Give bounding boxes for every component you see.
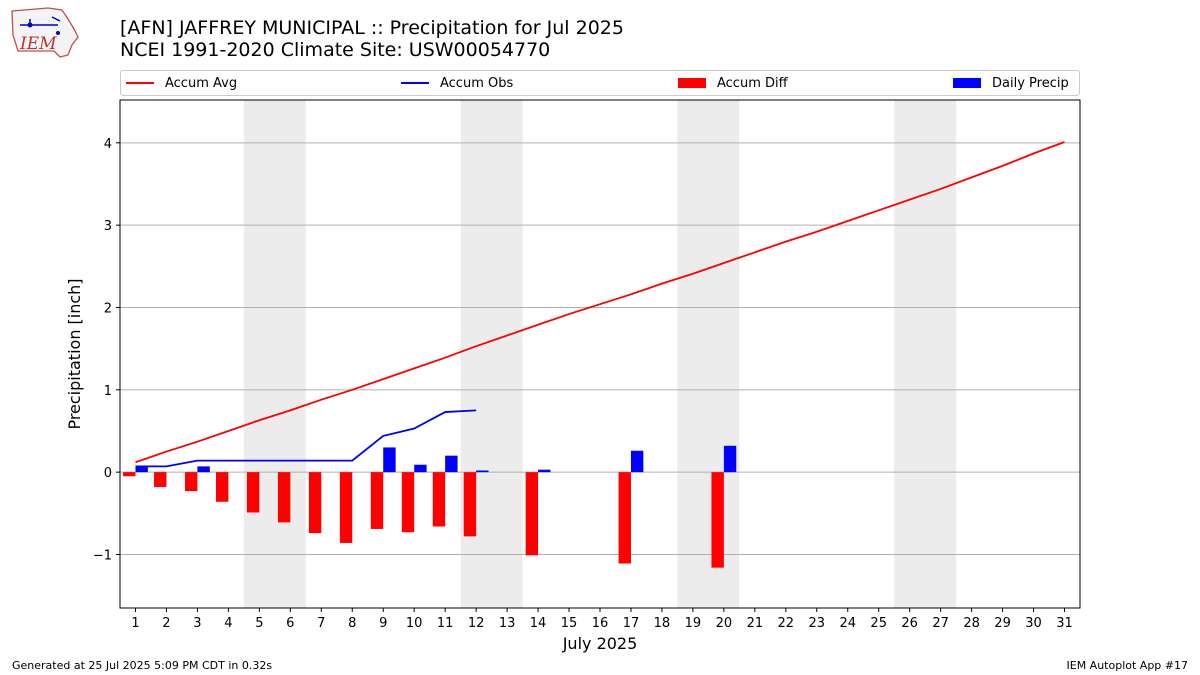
x-tick-label: 17	[623, 616, 640, 631]
chart-title: [AFN] JAFFREY MUNICIPAL :: Precipitation…	[120, 17, 624, 39]
y-tick-label: 2	[104, 301, 112, 316]
legend-label: Daily Precip	[992, 75, 1069, 91]
y-tick-label: 1	[104, 384, 112, 399]
accum-diff-bar	[618, 472, 631, 564]
x-tick-label: 8	[348, 616, 356, 631]
x-tick-label: 24	[839, 616, 856, 631]
y-axis-label: Precipitation [inch]	[65, 278, 84, 429]
accum-diff-bar	[277, 472, 291, 523]
legend-swatch	[678, 78, 706, 88]
accum-diff-bar	[525, 472, 539, 556]
daily-precip-bar	[723, 445, 737, 473]
accum-diff-bar	[246, 472, 260, 513]
accum-diff-bar	[432, 472, 446, 527]
legend-swatch	[401, 82, 429, 84]
daily-precip-bar	[197, 466, 210, 473]
x-tick-label: 7	[317, 616, 325, 631]
iem-logo: IEM	[11, 7, 79, 58]
x-tick-label: 14	[530, 616, 547, 631]
x-tick-label: 25	[870, 616, 887, 631]
x-tick-label: 21	[747, 616, 764, 631]
accum-obs-line	[135, 409, 477, 468]
daily-precip-bar	[383, 447, 396, 473]
y-tick-label: 3	[104, 219, 112, 234]
accum-diff-bar	[308, 472, 322, 534]
x-tick-label: 2	[162, 616, 170, 631]
footer-generated: Generated at 25 Jul 2025 5:09 PM CDT in …	[12, 659, 273, 672]
accum-diff-bar	[216, 472, 229, 502]
y-tick-label: 0	[104, 466, 112, 481]
legend-label: Accum Diff	[717, 75, 788, 91]
weekend-shade	[243, 100, 306, 608]
accum-diff-bar	[401, 472, 415, 533]
footer-app: IEM Autoplot App #17	[1066, 659, 1189, 672]
chart-subtitle: NCEI 1991-2020 Climate Site: USW00054770	[120, 39, 551, 61]
x-tick-label: 19	[685, 616, 702, 631]
x-tick-label: 11	[437, 616, 454, 631]
legend-item-accum-avg: Accum Avg	[126, 71, 237, 95]
legend-label: Accum Avg	[165, 75, 238, 91]
legend-item-accum-obs: Accum Obs	[401, 71, 513, 95]
legend-swatch	[953, 78, 981, 88]
x-tick-label: 29	[994, 616, 1011, 631]
x-tick-label: 9	[379, 616, 387, 631]
x-tick-label: 28	[963, 616, 980, 631]
legend-item-accum-diff: Accum Diff	[678, 71, 788, 95]
accum-diff-bar	[339, 472, 353, 543]
daily-precip-bar	[414, 464, 427, 473]
x-tick-label: 18	[654, 616, 671, 631]
weekend-shade	[677, 100, 740, 608]
legend-item-daily-precip: Daily Precip	[953, 71, 1069, 95]
accum-diff-bar	[711, 472, 724, 568]
x-tick-label: 3	[193, 616, 201, 631]
daily-precip-bar	[135, 466, 148, 473]
x-axis-label: July 2025	[562, 634, 638, 653]
logo-text: IEM	[19, 34, 57, 54]
legend: Accum Avg Accum Obs Accum Diff Daily Pre…	[120, 70, 1080, 96]
x-tick-label: 27	[932, 616, 949, 631]
accum-diff-bar	[123, 472, 136, 477]
x-tick-label: 30	[1025, 616, 1042, 631]
x-tick-label: 22	[778, 616, 795, 631]
x-tick-label: 10	[406, 616, 423, 631]
x-tick-label: 16	[592, 616, 609, 631]
accum-diff-bar	[154, 472, 167, 487]
x-tick-label: 5	[255, 616, 263, 631]
x-tick-label: 31	[1056, 616, 1073, 631]
x-tick-label: 13	[499, 616, 516, 631]
daily-precip-bar	[445, 455, 458, 473]
x-tick-label: 12	[468, 616, 485, 631]
x-tick-label: 15	[561, 616, 578, 631]
accum-diff-bar	[185, 472, 198, 492]
legend-label: Accum Obs	[440, 75, 514, 91]
accum-diff-bar	[370, 472, 384, 529]
x-tick-label: 6	[286, 616, 294, 631]
x-tick-label: 1	[131, 616, 139, 631]
accum-avg-line	[135, 141, 1065, 464]
daily-precip-bar	[630, 450, 644, 473]
x-tick-label: 23	[809, 616, 826, 631]
x-tick-label: 26	[901, 616, 918, 631]
x-tick-label: 20	[716, 616, 733, 631]
accum-diff-bar	[463, 472, 477, 537]
x-tick-label: 4	[224, 616, 232, 631]
weekend-shade	[894, 100, 957, 608]
y-tick-label: −1	[93, 548, 112, 563]
y-tick-label: 4	[104, 137, 112, 152]
daily-precip-bar	[538, 469, 551, 473]
legend-swatch	[126, 82, 154, 84]
daily-precip-bar	[476, 470, 489, 473]
